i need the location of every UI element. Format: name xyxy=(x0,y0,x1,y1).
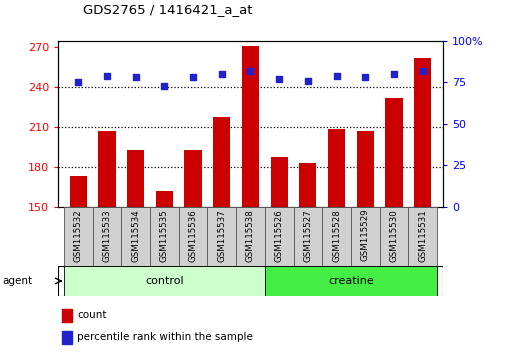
Point xyxy=(275,76,283,82)
Point xyxy=(303,78,311,84)
Bar xyxy=(62,331,72,343)
Bar xyxy=(127,150,144,354)
Bar xyxy=(62,309,72,322)
Bar xyxy=(270,156,287,354)
Text: GSM115534: GSM115534 xyxy=(131,209,140,262)
Text: GSM115537: GSM115537 xyxy=(217,209,226,262)
Text: GSM115532: GSM115532 xyxy=(74,209,83,262)
Point xyxy=(389,71,397,77)
Text: GSM115536: GSM115536 xyxy=(188,209,197,262)
Text: GSM115535: GSM115535 xyxy=(160,209,169,262)
Text: GSM115526: GSM115526 xyxy=(274,209,283,262)
Text: creatine: creatine xyxy=(327,276,373,286)
Bar xyxy=(98,131,115,354)
Bar xyxy=(298,163,316,354)
Point xyxy=(103,73,111,79)
Point xyxy=(217,71,225,77)
Text: GSM115527: GSM115527 xyxy=(303,209,312,262)
Point xyxy=(74,80,82,85)
Text: GDS2765 / 1416421_a_at: GDS2765 / 1416421_a_at xyxy=(83,3,252,16)
Text: count: count xyxy=(77,310,107,320)
Text: GSM115530: GSM115530 xyxy=(389,209,397,262)
Bar xyxy=(156,191,173,354)
Bar xyxy=(408,207,436,266)
Point xyxy=(131,74,139,80)
Point xyxy=(361,74,369,80)
Bar xyxy=(264,207,293,266)
Bar xyxy=(293,207,322,266)
Bar xyxy=(379,207,408,266)
Bar xyxy=(236,207,264,266)
Point xyxy=(189,74,197,80)
Bar xyxy=(178,207,207,266)
Point xyxy=(246,68,254,74)
Bar xyxy=(322,207,350,266)
Text: agent: agent xyxy=(3,276,33,286)
Bar xyxy=(385,98,402,354)
Text: GSM115538: GSM115538 xyxy=(245,209,255,262)
Bar xyxy=(356,131,373,354)
Bar xyxy=(350,207,379,266)
Bar xyxy=(92,207,121,266)
Bar xyxy=(70,177,87,354)
Bar xyxy=(121,207,149,266)
Bar xyxy=(213,116,230,354)
Text: percentile rank within the sample: percentile rank within the sample xyxy=(77,332,253,342)
Bar xyxy=(64,207,92,266)
Bar xyxy=(413,58,430,354)
Bar xyxy=(241,46,259,354)
Text: GSM115531: GSM115531 xyxy=(417,209,426,262)
Text: GSM115533: GSM115533 xyxy=(103,209,111,262)
Bar xyxy=(207,207,236,266)
Text: GSM115529: GSM115529 xyxy=(360,209,369,262)
Point xyxy=(160,83,168,88)
Point xyxy=(418,68,426,74)
Bar xyxy=(184,150,201,354)
Bar xyxy=(64,266,264,296)
Bar xyxy=(264,266,436,296)
Bar xyxy=(149,207,178,266)
Point xyxy=(332,73,340,79)
Bar xyxy=(327,129,344,354)
Text: control: control xyxy=(145,276,183,286)
Text: GSM115528: GSM115528 xyxy=(331,209,340,262)
